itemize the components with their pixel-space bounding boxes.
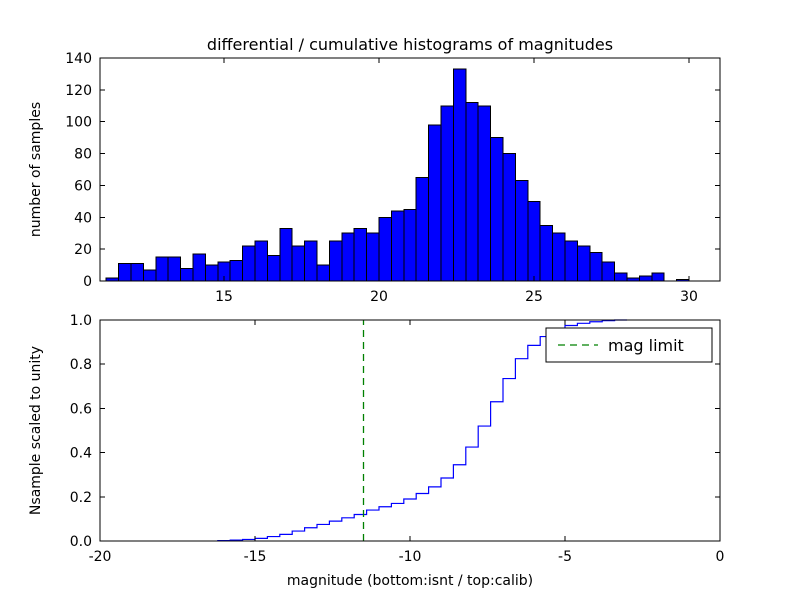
differential-histogram	[105, 68, 690, 282]
legend-label: mag limit	[608, 336, 684, 355]
y-tick-label: 0.0	[70, 534, 92, 550]
y-tick-label: 140	[65, 51, 92, 67]
histogram-bar	[539, 224, 554, 282]
histogram-bar	[192, 253, 206, 282]
axes-spines	[99, 57, 721, 282]
histogram-bar	[266, 255, 281, 282]
histogram-bar	[341, 232, 355, 282]
histogram-bar	[638, 275, 653, 282]
y-tick-label: 0.6	[70, 401, 92, 417]
histogram-bar	[378, 216, 392, 282]
y-tick-label: 80	[74, 147, 92, 163]
histogram-bar	[130, 262, 144, 282]
histogram-bar	[514, 180, 529, 282]
x-tick-label: -10	[399, 549, 422, 565]
histogram-bar	[118, 262, 132, 282]
histogram-bar	[490, 137, 504, 282]
figure-labels: differential / cumulative histograms of …	[28, 35, 613, 589]
histogram-bar	[242, 245, 256, 282]
histogram-bar	[589, 251, 603, 282]
histogram-bar	[440, 105, 454, 282]
y-tick-label: 1.0	[70, 313, 92, 329]
histogram-bar	[477, 105, 492, 282]
histogram-bar	[180, 267, 194, 282]
y-tick-label: 100	[65, 115, 92, 131]
histogram-bar	[601, 261, 616, 282]
y-tick-label: 40	[74, 210, 92, 226]
histogram-bar	[576, 245, 591, 282]
histogram-bar	[142, 269, 157, 282]
histogram-bar	[328, 240, 343, 282]
y-tick-label: 0.2	[70, 490, 92, 506]
histogram-bar	[415, 176, 430, 282]
x-tick-label: 20	[370, 289, 388, 305]
histogram-bar	[527, 200, 541, 282]
y-tick-label: 120	[65, 83, 92, 99]
y-tick-label: 0.4	[70, 446, 92, 462]
histogram-bar	[564, 240, 578, 282]
axes-frame-0: 15 20 25 30 0 20 40 60 80 100 120 140	[65, 51, 721, 305]
bottom-y-axis-label: Nsample scaled to unity	[28, 346, 44, 515]
y-tick-label: 60	[74, 178, 92, 194]
histogram-bar	[428, 124, 442, 282]
histogram-bar	[279, 227, 293, 282]
histogram-bar	[452, 68, 467, 282]
axes-spines	[99, 319, 721, 542]
histogram-bar	[552, 232, 566, 282]
histogram-bar	[316, 264, 330, 282]
histogram-bar	[465, 102, 479, 282]
histogram-bar	[204, 264, 219, 282]
x-tick-label: -5	[558, 549, 572, 565]
histogram-bar	[304, 240, 318, 282]
x-axis-label: magnitude (bottom:isnt / top:calib)	[287, 573, 533, 589]
histogram-bar	[403, 208, 417, 282]
chart-title: differential / cumulative histograms of …	[207, 35, 613, 54]
histogram-bar	[229, 259, 244, 282]
histogram-bar	[651, 272, 665, 282]
histogram-bar	[254, 240, 268, 282]
y-tick-label: 20	[74, 242, 92, 258]
histogram-bar	[353, 227, 368, 282]
histogram-bar	[167, 256, 182, 282]
histogram-bar	[155, 256, 169, 282]
histogram-bar	[366, 232, 380, 282]
histogram-bar	[291, 245, 306, 282]
x-tick-label: -20	[89, 549, 112, 565]
x-tick-label: 0	[716, 549, 725, 565]
histogram-bar	[502, 153, 516, 282]
y-tick-label: 0.8	[70, 357, 92, 373]
histogram-bar	[614, 272, 628, 282]
x-tick-label: 15	[215, 289, 233, 305]
x-tick-label: -15	[244, 549, 267, 565]
x-tick-label: 25	[525, 289, 543, 305]
y-tick-label: 0	[83, 274, 92, 290]
histogram-bar	[390, 210, 405, 282]
top-y-axis-label: number of samples	[28, 102, 44, 237]
x-tick-label: 30	[680, 289, 698, 305]
axes-frame-1: -20 -15 -10 -5 0 0.0 0.2 0.4 0.6 0.8 1.0	[70, 313, 725, 565]
legend: mag limit	[545, 327, 713, 363]
